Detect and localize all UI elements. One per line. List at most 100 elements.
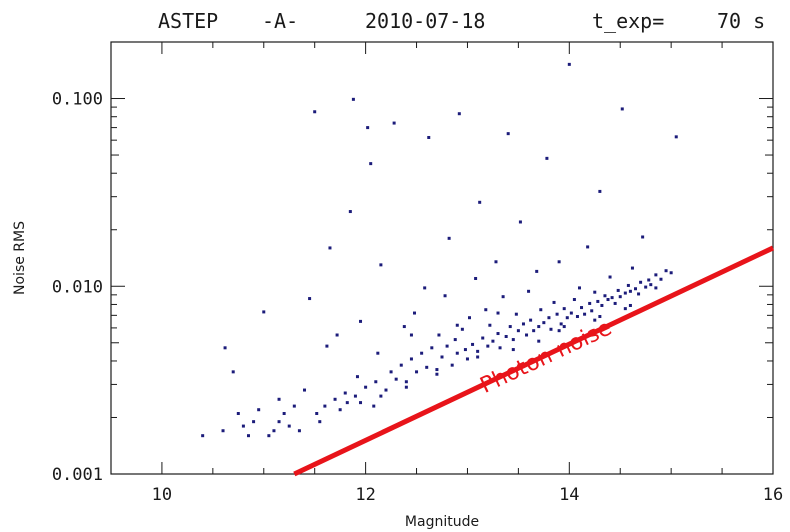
data-point [664, 269, 668, 273]
data-point [318, 420, 322, 424]
data-point [565, 316, 569, 320]
data-point [427, 135, 431, 139]
data-point [669, 271, 673, 275]
data-point [282, 412, 286, 416]
data-point [355, 375, 359, 379]
axis-tick-labels: 10 12 14 16 0.001 0.010 0.100 [52, 90, 783, 505]
data-point [644, 285, 648, 289]
data-point [277, 420, 281, 424]
data-point [498, 346, 502, 350]
data-point [297, 429, 301, 433]
data-point [539, 308, 543, 312]
data-point [277, 397, 281, 401]
data-point [623, 291, 627, 295]
data-point [637, 292, 641, 296]
chart-title: ASTEP -A- 2010-07-18 t_exp= 70 s [158, 9, 765, 33]
data-point [496, 311, 500, 315]
data-point [593, 290, 597, 294]
data-point [654, 273, 658, 277]
data-point [623, 307, 627, 311]
data-point [440, 355, 444, 359]
x-tick-label: 10 [152, 485, 172, 505]
plot-frame [110, 41, 774, 475]
data-point [506, 132, 510, 136]
title-date: 2010-07-18 [365, 9, 485, 33]
data-point [359, 401, 363, 405]
data-point [549, 327, 553, 331]
data-point [606, 298, 610, 302]
data-point [257, 408, 261, 412]
data-point [366, 126, 370, 130]
data-point [518, 220, 522, 224]
data-point [384, 388, 388, 392]
data-point [423, 286, 427, 290]
data-point [496, 332, 500, 336]
data-point [221, 429, 225, 433]
photon-noise-label: Photon noise [477, 315, 616, 398]
data-point [450, 363, 454, 367]
data-point [379, 394, 383, 398]
data-point [572, 298, 576, 302]
data-point [460, 327, 464, 331]
data-point [659, 277, 663, 281]
data-point [511, 338, 515, 342]
data-point [547, 316, 551, 320]
data-point [562, 325, 566, 329]
data-point [415, 370, 419, 374]
data-point [557, 260, 561, 264]
data-point [231, 370, 235, 374]
data-point [308, 297, 312, 301]
data-point [488, 323, 492, 327]
data-point [501, 295, 505, 299]
data-point [600, 303, 604, 307]
axis-ticks [111, 41, 774, 475]
data-point [630, 266, 634, 270]
data-point [525, 333, 529, 337]
data-point [392, 121, 396, 125]
data-point [596, 299, 600, 303]
data-point [504, 334, 508, 338]
data-point [457, 112, 461, 116]
data-point [246, 434, 250, 438]
data-point [613, 301, 617, 305]
data-point [542, 321, 546, 325]
data-point [465, 357, 469, 361]
data-point [379, 263, 383, 267]
y-tick-label: 0.010 [52, 277, 103, 297]
data-point [649, 283, 653, 287]
data-point [425, 365, 429, 369]
x-tick-label: 14 [559, 485, 579, 505]
data-point [455, 323, 459, 327]
data-point [610, 296, 614, 300]
data-point [628, 303, 632, 307]
data-point [486, 344, 490, 348]
data-point [562, 307, 566, 311]
data-point [453, 338, 457, 342]
data-point [353, 394, 357, 398]
data-point [527, 289, 531, 293]
data-point [402, 325, 406, 329]
data-point [639, 280, 643, 284]
y-tick-label: 0.001 [52, 465, 103, 485]
data-point [616, 288, 620, 292]
data-point [399, 363, 403, 367]
data-point [598, 315, 602, 319]
data-point [552, 300, 556, 304]
data-point [559, 322, 563, 326]
data-point [580, 306, 584, 310]
data-point [628, 289, 632, 293]
data-point [333, 397, 337, 401]
y-axis-label: Noise RMS [12, 221, 28, 295]
data-point [413, 311, 417, 315]
data-point [389, 370, 393, 374]
data-point [323, 404, 327, 408]
x-tick-label: 16 [763, 485, 783, 505]
data-point [647, 278, 651, 282]
data-point [521, 322, 525, 326]
data-point [484, 308, 488, 312]
y-tick-label: 0.100 [52, 90, 103, 110]
data-point [359, 319, 363, 323]
data-point [201, 434, 205, 438]
data-point [476, 355, 480, 359]
